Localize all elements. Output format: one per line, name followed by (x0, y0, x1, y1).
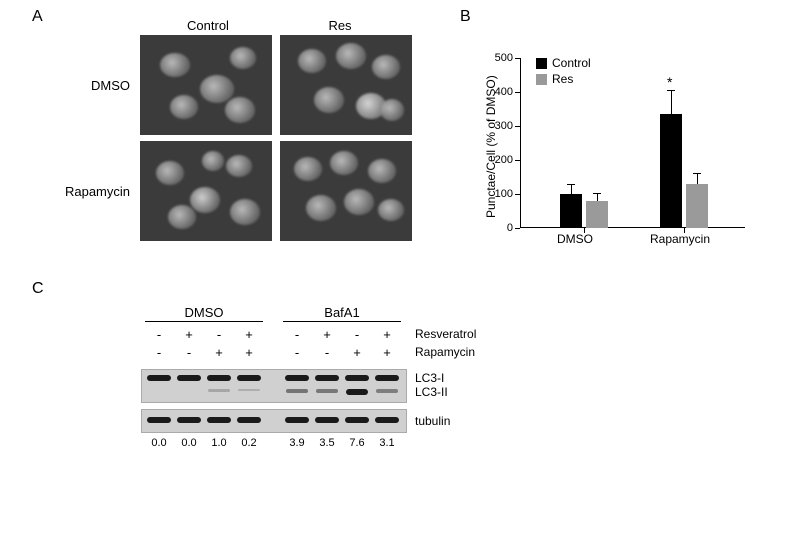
band-tubulin (285, 417, 309, 423)
band-lc3ii (316, 389, 338, 393)
blot-label-lc3i: LC3-I (415, 371, 444, 385)
treatment-name: Resveratrol (415, 327, 476, 341)
treatment-mark: - (150, 345, 168, 360)
group-underline (145, 321, 263, 322)
band-lc3i (315, 375, 339, 381)
band-lc3ii (238, 389, 260, 391)
group-label: DMSO (145, 305, 263, 320)
group-label: BafA1 (283, 305, 401, 320)
treatment-mark: + (240, 345, 258, 360)
micrograph-dmso-res (280, 35, 412, 135)
band-lc3i (147, 375, 171, 381)
x-label-dmso: DMSO (545, 232, 605, 246)
quant-value: 0.2 (237, 437, 261, 449)
micrograph-rapa-res (280, 141, 412, 241)
band-lc3ii (346, 389, 368, 395)
panel-c-label: C (32, 280, 44, 298)
error-cap (667, 90, 675, 91)
error-bar (571, 184, 572, 194)
band-lc3i (375, 375, 399, 381)
legend-swatch-control (536, 58, 547, 69)
y-tick (515, 58, 520, 59)
band-lc3i (237, 375, 261, 381)
band-lc3ii (376, 389, 398, 393)
bar (686, 184, 708, 228)
group-underline (283, 321, 401, 322)
treatment-mark: + (378, 327, 396, 342)
treatment-mark: - (150, 327, 168, 342)
error-cap (693, 173, 701, 174)
error-bar (697, 173, 698, 184)
blot-label-tubulin: tubulin (415, 414, 450, 428)
quant-value: 3.1 (375, 437, 399, 449)
y-tick-label: 500 (488, 52, 513, 64)
treatment-mark: + (378, 345, 396, 360)
quant-value: 3.9 (285, 437, 309, 449)
blot-label-lc3ii: LC3-II (415, 385, 448, 399)
treatment-mark: + (240, 327, 258, 342)
y-tick (515, 228, 520, 229)
legend-label-control: Control (552, 56, 591, 70)
quant-value: 3.5 (315, 437, 339, 449)
error-bar (597, 193, 598, 201)
band-lc3i (345, 375, 369, 381)
y-tick (515, 160, 520, 161)
treatment-mark: - (288, 327, 306, 342)
quant-value: 1.0 (207, 437, 231, 449)
x-label-rapamycin: Rapamycin (640, 232, 720, 246)
legend-label-res: Res (552, 72, 573, 86)
y-tick (515, 194, 520, 195)
panel-b-label: B (460, 8, 471, 26)
y-axis-title: Punctae/Cell (% of DMSO) (484, 75, 498, 218)
y-tick (515, 92, 520, 93)
band-lc3i (177, 375, 201, 381)
micrograph-dmso-control (140, 35, 272, 135)
band-tubulin (177, 417, 201, 423)
quant-value: 0.0 (177, 437, 201, 449)
band-lc3ii (208, 389, 230, 392)
band-tubulin (237, 417, 261, 423)
panel-a-col-control: Control (178, 18, 238, 33)
band-tubulin (207, 417, 231, 423)
band-lc3i (207, 375, 231, 381)
band-tubulin (315, 417, 339, 423)
y-tick (515, 126, 520, 127)
band-tubulin (345, 417, 369, 423)
treatment-mark: + (348, 345, 366, 360)
panel-a-label: A (32, 8, 43, 26)
error-cap (593, 193, 601, 194)
quant-value: 7.6 (345, 437, 369, 449)
bar (560, 194, 582, 228)
panel-a-row-rapamycin: Rapamycin (60, 184, 130, 199)
treatment-mark: + (318, 327, 336, 342)
quant-value: 0.0 (147, 437, 171, 449)
bar (586, 201, 608, 228)
significance-star: * (667, 74, 672, 90)
treatment-mark: + (180, 327, 198, 342)
legend-swatch-res (536, 74, 547, 85)
error-cap (567, 184, 575, 185)
band-lc3i (285, 375, 309, 381)
y-axis (520, 58, 521, 228)
micrograph-rapa-control (140, 141, 272, 241)
treatment-mark: - (210, 327, 228, 342)
treatment-mark: - (180, 345, 198, 360)
band-tubulin (147, 417, 171, 423)
treatment-mark: - (348, 327, 366, 342)
bar (660, 114, 682, 228)
band-lc3ii (286, 389, 308, 393)
y-tick-label: 0 (488, 222, 513, 234)
treatment-name: Rapamycin (415, 345, 475, 359)
panel-a-col-res: Res (320, 18, 360, 33)
treatment-mark: - (288, 345, 306, 360)
error-bar (671, 90, 672, 114)
band-tubulin (375, 417, 399, 423)
treatment-mark: + (210, 345, 228, 360)
treatment-mark: - (318, 345, 336, 360)
x-axis (520, 227, 745, 228)
panel-a-row-dmso: DMSO (60, 78, 130, 93)
